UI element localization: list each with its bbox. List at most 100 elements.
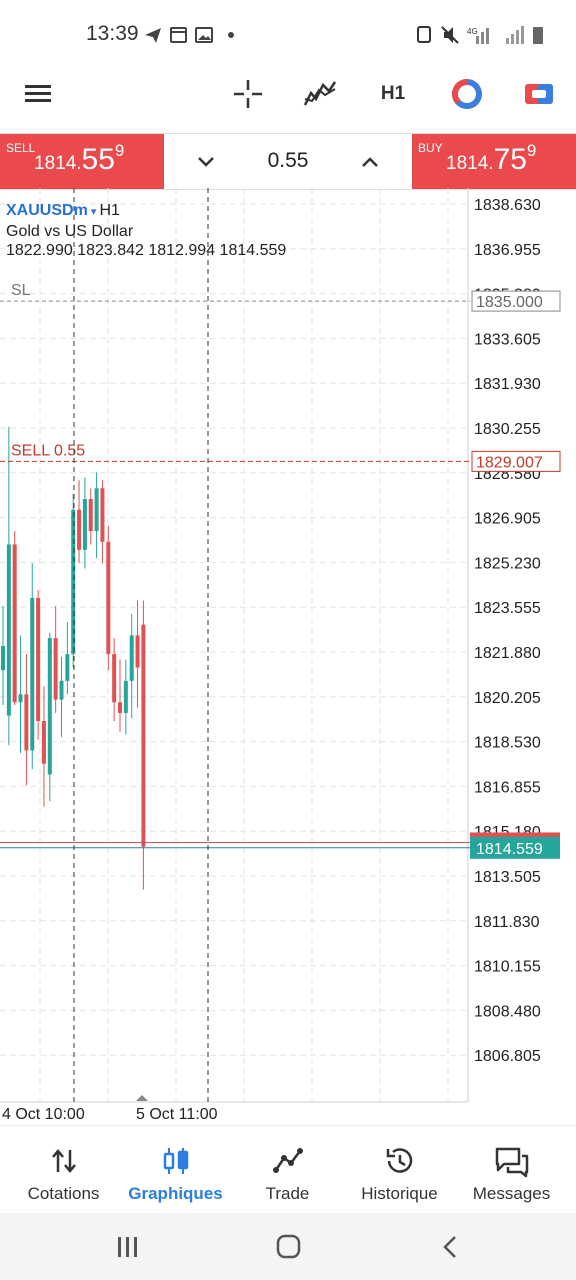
one-click-trading-icon	[525, 84, 553, 104]
candle-body	[36, 597, 41, 722]
calendar-icon	[170, 27, 187, 43]
nav-historique[interactable]: Historique	[342, 1126, 457, 1214]
candle-body	[71, 509, 76, 655]
lot-size-value[interactable]: 0.55	[267, 149, 309, 172]
more-notifications-icon	[228, 32, 234, 38]
candle-body	[18, 694, 23, 703]
chart-info: XAUUSDm ▾ H1 Gold vs US Dollar 1822.990 …	[6, 202, 287, 259]
time-tick-label: 4 Oct 10:00	[2, 1106, 85, 1123]
nav-graphiques[interactable]: Graphiques	[118, 1126, 233, 1214]
signal-icon	[476, 28, 489, 44]
sell-label: SELL	[6, 141, 36, 155]
buy-price-sup: 9	[526, 141, 537, 160]
trade-icon	[272, 1148, 303, 1173]
candle-body	[88, 499, 93, 532]
nav-messages[interactable]: Messages	[454, 1126, 569, 1214]
lot-decrease-button[interactable]	[192, 150, 220, 179]
recents-icon[interactable]	[116, 1235, 140, 1259]
signal-2-icon	[506, 26, 524, 44]
notification-icons	[145, 27, 234, 43]
candle-body	[82, 499, 87, 550]
candle-body	[77, 509, 82, 550]
price-chart[interactable]: 1838.6301836.9551835.2801833.6051831.930…	[0, 188, 576, 1125]
buy-price: 1814.759	[446, 141, 537, 177]
candle-body	[141, 624, 146, 847]
crosshair-button[interactable]	[226, 68, 270, 120]
current-price-box	[470, 836, 560, 859]
sell-button[interactable]: SELL 1814.559	[0, 134, 164, 189]
nav-cotations[interactable]: Cotations	[6, 1126, 121, 1214]
sell-price-sup: 9	[114, 141, 125, 160]
time-axis: 4 Oct 10:00 5 Oct 11:00	[2, 1106, 218, 1123]
quotes-icon	[51, 1149, 76, 1173]
candle-body	[118, 702, 122, 713]
messages-icon	[495, 1147, 528, 1178]
back-icon[interactable]	[440, 1235, 462, 1259]
indicators-icon	[303, 81, 337, 106]
gallery-icon	[195, 27, 213, 43]
price-tick-label: 1813.505	[474, 869, 541, 886]
time-tick-label: 5 Oct 11:00	[136, 1106, 218, 1123]
price-tick-label: 1811.830	[474, 914, 540, 931]
system-status-icons: 4G	[417, 26, 543, 44]
price-tick-label: 1821.880	[474, 645, 541, 662]
sell-price-small: 1814.	[34, 153, 82, 174]
lot-increase-button[interactable]	[356, 150, 384, 179]
current-price: 1814.559	[476, 841, 543, 858]
alarm-icon	[417, 26, 431, 43]
candle-body	[123, 680, 128, 713]
scroll-marker-icon[interactable]	[136, 1095, 148, 1101]
buy-button[interactable]: BUY 1814.759	[412, 134, 576, 189]
charts-icon	[163, 1148, 188, 1174]
home-icon[interactable]	[276, 1234, 302, 1260]
candle-body	[135, 635, 140, 668]
nav-messages-label: Messages	[472, 1184, 551, 1203]
candle-body	[24, 694, 29, 751]
buy-label: BUY	[418, 141, 443, 155]
hamburger-icon	[25, 85, 51, 102]
nav-graphiques-label: Graphiques	[128, 1184, 223, 1203]
candle-body	[100, 488, 105, 542]
candle-body	[41, 721, 46, 764]
price-tick-label: 1838.630	[474, 197, 541, 214]
bottom-navigation: Cotations Graphiques Trade Historique Me…	[0, 1125, 576, 1214]
price-tick-label: 1820.205	[474, 690, 541, 707]
price-tick-label: 1836.955	[474, 242, 541, 259]
indicators-button[interactable]	[298, 68, 342, 120]
candle-body	[30, 597, 35, 751]
price-tick-label: 1818.530	[474, 735, 541, 752]
nav-historique-label: Historique	[361, 1184, 438, 1203]
price-tick-label: 1830.255	[474, 421, 541, 438]
menu-button[interactable]	[16, 68, 62, 120]
sell-order-label: SELL 0.55	[11, 442, 85, 459]
buy-price-big: 75	[493, 143, 527, 176]
history-icon	[386, 1148, 412, 1173]
battery-icon	[533, 27, 543, 44]
one-click-trading-button[interactable]	[518, 68, 560, 120]
candle-body	[53, 638, 58, 700]
price-tick-label: 1826.905	[474, 511, 541, 528]
price-tick-label: 1806.805	[474, 1048, 541, 1065]
price-tick-label: 1825.230	[474, 555, 541, 572]
color-scheme-button[interactable]	[446, 68, 488, 120]
candle-body	[6, 544, 11, 716]
telegram-icon	[145, 28, 161, 43]
price-tick-label: 1833.605	[474, 331, 541, 348]
candle-body	[47, 638, 52, 775]
candles	[1, 426, 146, 890]
timeframe-button[interactable]: H1	[380, 83, 406, 104]
buy-price-small: 1814.	[446, 153, 494, 174]
nav-trade[interactable]: Trade	[230, 1126, 345, 1214]
chart-grid	[0, 188, 468, 1102]
symbol-name[interactable]: XAUUSDm	[6, 202, 88, 219]
nav-trade-label: Trade	[265, 1184, 310, 1203]
candle-body	[1, 646, 5, 671]
price-tick-label: 1816.855	[474, 779, 541, 796]
candle-body	[112, 654, 117, 703]
candle-body	[94, 488, 99, 532]
price-axis: 1838.6301836.9551835.2801833.6051831.930…	[474, 197, 541, 1065]
sell-order-price: 1829.007	[476, 454, 543, 471]
ohlc-values: 1822.990 1823.842 1812.994 1814.559	[6, 242, 287, 259]
trade-panel: SELL 1814.559 0.55 BUY 1814.759	[0, 133, 576, 190]
sell-order-price-box	[471, 450, 561, 472]
